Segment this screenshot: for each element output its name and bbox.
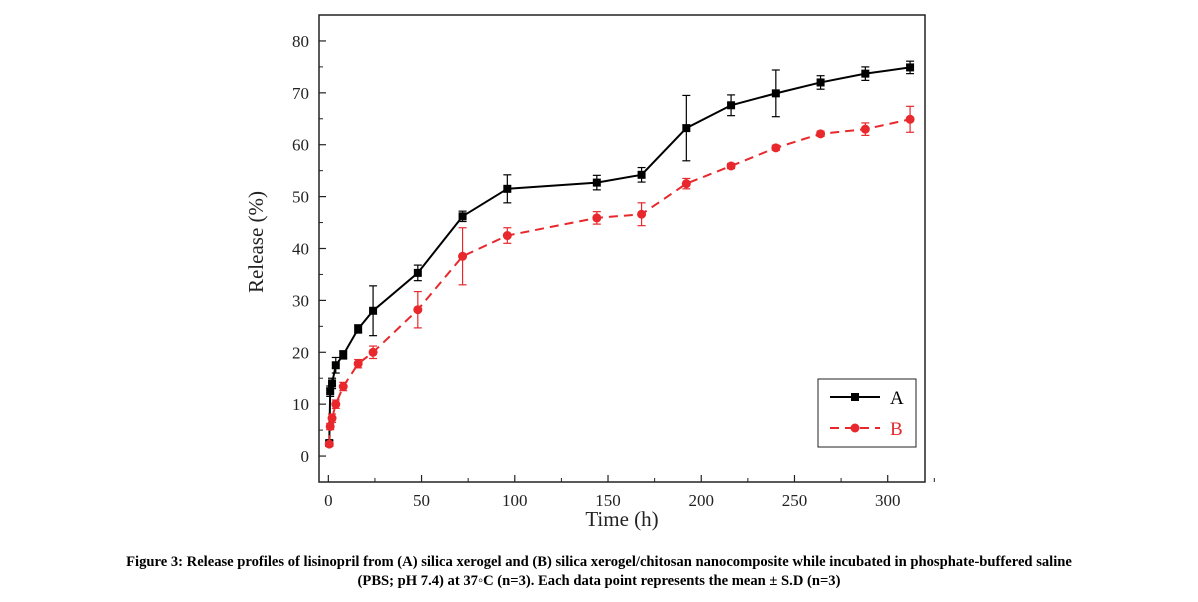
series-b-point bbox=[637, 209, 647, 219]
series-b-point bbox=[324, 439, 334, 449]
series-a-point bbox=[637, 170, 646, 179]
legend-label-b: B bbox=[890, 419, 903, 440]
x-tick-label: 150 bbox=[595, 491, 621, 510]
y-tick-label: 40 bbox=[292, 240, 309, 259]
series-b-point bbox=[331, 399, 341, 409]
x-tick-label: 200 bbox=[688, 491, 714, 510]
y-tick-label: 50 bbox=[292, 188, 309, 207]
series-a-point bbox=[906, 63, 915, 72]
series-a-point bbox=[816, 78, 825, 87]
y-tick-label: 70 bbox=[292, 84, 309, 103]
series-a-point bbox=[458, 212, 467, 221]
series-a-point bbox=[727, 101, 736, 110]
series-a-point bbox=[771, 89, 780, 98]
x-tick-label: 250 bbox=[782, 491, 808, 510]
legend: A B bbox=[817, 378, 917, 448]
series-b-point bbox=[681, 179, 691, 189]
y-tick-label: 30 bbox=[292, 291, 309, 310]
series-b-point bbox=[458, 251, 468, 261]
series-b-point bbox=[726, 161, 736, 171]
series-a-point bbox=[331, 361, 340, 370]
series-a-point bbox=[861, 69, 870, 78]
series-b-point bbox=[368, 347, 378, 357]
series-b-point bbox=[413, 305, 423, 315]
series-a-point bbox=[682, 124, 691, 133]
series-b-point bbox=[353, 359, 363, 369]
series-a-point bbox=[369, 306, 378, 315]
x-axis-title: Time (h) bbox=[585, 507, 658, 531]
x-axis: 0 50 100 150 200 250 300 bbox=[324, 475, 935, 510]
y-tick-label: 20 bbox=[292, 343, 309, 362]
series-a-point bbox=[326, 387, 335, 396]
series-b bbox=[324, 105, 915, 449]
release-profile-chart: 0 10 20 30 40 50 60 70 80 0 50 100 150 200 250 300 Tim… bbox=[244, 14, 935, 531]
figure-caption: Figure 3: Release profiles of lisinopril… bbox=[0, 553, 1198, 591]
series-a-point bbox=[503, 184, 512, 193]
series-b-point bbox=[905, 114, 915, 124]
caption-line-2: (PBS; pH 7.4) at 37◦C (n=3). Each data p… bbox=[357, 573, 841, 589]
x-tick-label: 100 bbox=[502, 491, 528, 510]
series-a-point bbox=[592, 178, 601, 187]
series-layer bbox=[324, 60, 915, 449]
y-tick-label: 10 bbox=[292, 395, 309, 414]
series-a-point bbox=[354, 324, 363, 333]
series-b-point bbox=[771, 143, 781, 153]
series-b-point bbox=[816, 129, 826, 139]
y-tick-label: 60 bbox=[292, 136, 309, 155]
series-b-point bbox=[592, 213, 602, 223]
series-a-point bbox=[328, 379, 337, 388]
series-a bbox=[325, 60, 915, 448]
series-a-point bbox=[339, 350, 348, 359]
series-b-point bbox=[327, 413, 337, 423]
y-axis-title: Release (%) bbox=[244, 191, 268, 293]
caption-line-1: Figure 3: Release profiles of lisinopril… bbox=[126, 554, 1072, 570]
y-tick-label: 0 bbox=[301, 447, 310, 466]
series-b-point bbox=[860, 124, 870, 134]
legend-label-a: A bbox=[890, 388, 904, 409]
x-tick-label: 0 bbox=[324, 491, 333, 510]
y-axis: 0 10 20 30 40 50 60 70 80 bbox=[292, 14, 326, 466]
series-b-point bbox=[325, 421, 335, 431]
series-b-point bbox=[338, 382, 348, 392]
y-tick-label: 80 bbox=[292, 32, 309, 51]
series-a-point bbox=[413, 268, 422, 277]
series-b-point bbox=[502, 231, 512, 241]
legend-marker-a bbox=[851, 393, 859, 401]
x-tick-label: 50 bbox=[413, 491, 430, 510]
legend-marker-b bbox=[850, 423, 860, 433]
x-tick-label: 300 bbox=[875, 491, 901, 510]
legend-box bbox=[817, 378, 917, 448]
